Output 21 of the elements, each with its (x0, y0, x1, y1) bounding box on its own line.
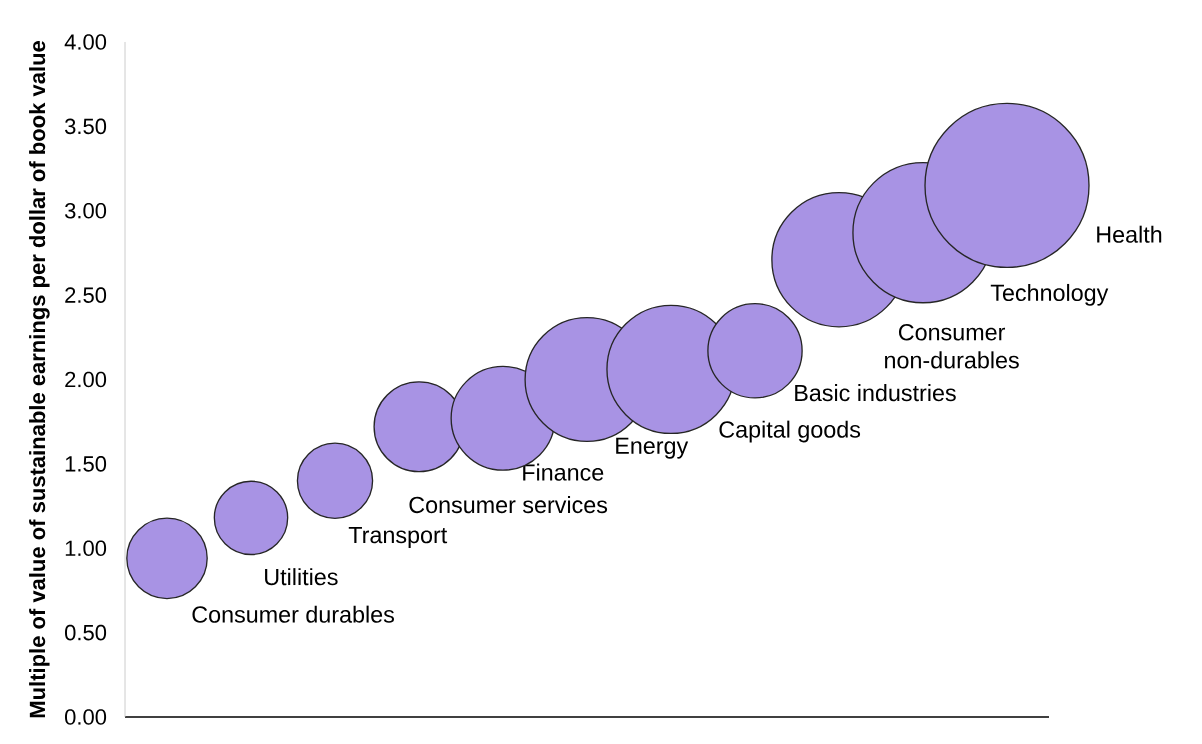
series-label: Consumer services (409, 496, 608, 514)
series-label: Health (1097, 225, 1162, 243)
series-label: Basic industries (795, 384, 956, 402)
y-tick-label: 0.50 (65, 624, 107, 641)
y-tick-label: 4.00 (64, 34, 107, 50)
y-tick-label: 3.50 (64, 118, 107, 135)
y-tick-label: 1.00 (65, 540, 107, 557)
series-label: Transport (348, 527, 448, 548)
y-tick-label: 2.50 (65, 287, 107, 303)
series-label: Consumer durables (192, 605, 394, 623)
y-tick-label: 0.00 (65, 709, 107, 725)
y-tick-label: 3.00 (64, 202, 107, 219)
y-axis-title: Multiple of value of sustainable earnings per dollar of book value (29, 41, 50, 718)
y-tick-label: 1.50 (65, 456, 107, 472)
series-label: Capital goods (719, 420, 861, 443)
series-label: Technology (990, 283, 1109, 306)
series-label: Energy (616, 437, 689, 459)
series-label: Consumer non-durables (885, 323, 1019, 369)
series-label: Finance (523, 463, 604, 481)
y-tick-label: 2.00 (65, 371, 107, 388)
series-label: Utilities (265, 568, 338, 586)
